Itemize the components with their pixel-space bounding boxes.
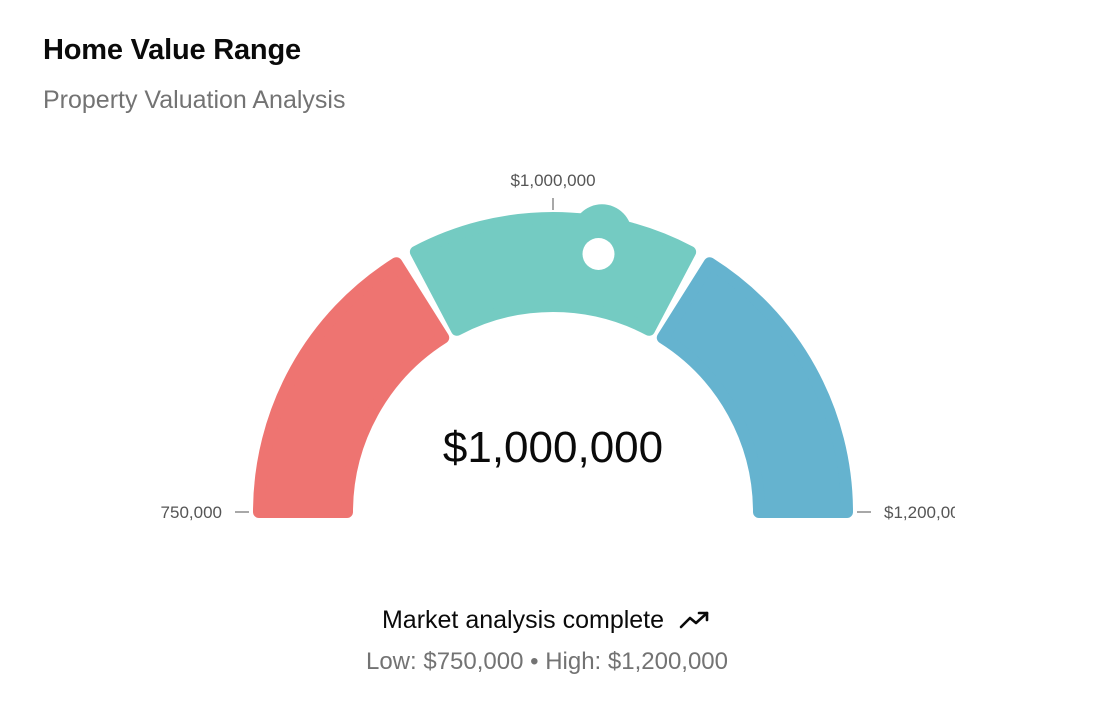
gauge-svg: $1,000,000 750,000 $1,200,000 $1,000,000 <box>145 150 955 560</box>
card-subtitle: Property Valuation Analysis <box>43 86 345 115</box>
gauge-chart: $1,000,000 750,000 $1,200,000 $1,000,000 <box>145 150 955 560</box>
top-tick-label: $1,000,000 <box>510 171 595 190</box>
gauge-value: $1,000,000 <box>443 423 663 472</box>
card-title: Home Value Range <box>43 34 301 67</box>
trending-up-icon <box>678 607 712 633</box>
status-text: Market analysis complete <box>382 606 664 635</box>
status-line: Market analysis complete <box>0 600 1094 640</box>
gauge-segment <box>416 218 690 330</box>
range-summary: Low: $750,000 • High: $1,200,000 <box>0 648 1094 676</box>
min-tick-label: 750,000 <box>161 503 222 522</box>
gauge-segment <box>663 263 847 512</box>
max-tick-label: $1,200,000 <box>884 503 955 522</box>
pointer-dot <box>582 238 614 270</box>
gauge-segment <box>259 263 443 512</box>
pointer-bump <box>572 204 632 234</box>
